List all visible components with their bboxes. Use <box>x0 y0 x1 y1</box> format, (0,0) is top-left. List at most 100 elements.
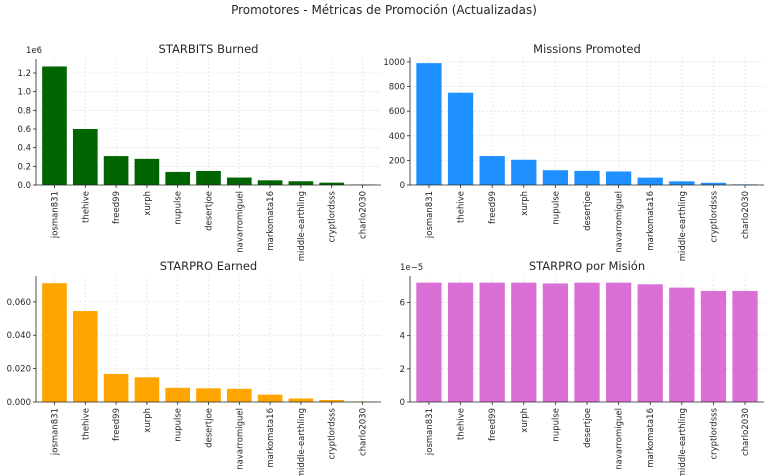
bar-nupulse <box>542 283 569 402</box>
x-tick-label: freed99 <box>488 408 498 441</box>
x-tick-label: xurph <box>520 191 530 216</box>
bar-josman831 <box>42 283 67 402</box>
bar-navarromiguel <box>226 177 252 185</box>
y-tick-label: 200 <box>389 156 405 166</box>
x-tick-label: josman831 <box>50 408 60 456</box>
bar-middle-earthling <box>288 398 314 402</box>
y-tick-label: 1.0 <box>17 88 31 98</box>
y-tick-label: 0.4 <box>17 144 31 154</box>
x-tick-label: cryptlordsss <box>709 190 719 242</box>
y-tick-label: 800 <box>389 83 405 93</box>
bar-desertjoe <box>574 170 600 185</box>
x-tick-label: xurph <box>520 408 530 433</box>
x-tick-label: middle-earthling <box>678 408 688 476</box>
bar-freed99 <box>103 156 129 185</box>
bar-cryptlordsss <box>700 290 727 402</box>
bar-middle-earthling <box>669 181 695 185</box>
y-tick-label: 0.6 <box>17 125 31 135</box>
panel-title: STARPRO Earned <box>160 259 257 273</box>
x-tick-label: thehive <box>457 191 467 223</box>
y-tick-label: 0.040 <box>7 331 31 341</box>
bar-nupulse <box>165 387 191 402</box>
x-tick-label: xurph <box>143 191 153 216</box>
y-tick-label: 0 <box>400 398 405 408</box>
x-tick-label: freed99 <box>112 408 122 441</box>
bar-thehive <box>447 282 474 402</box>
bar-navarromiguel <box>605 171 632 185</box>
y-tick-label: 0.000 <box>7 398 31 408</box>
bar-desertjoe <box>196 171 221 185</box>
y-tick-label: 0.2 <box>17 162 31 172</box>
chart-panel: STARPRO por Misión 0 2 4 6 josman831 thehive fr… <box>400 259 764 476</box>
x-tick-label: markomata16 <box>646 408 656 468</box>
panel-title: STARPRO por Misión <box>529 259 645 273</box>
bar-markomata16 <box>257 180 283 185</box>
bar-josman831 <box>416 63 442 185</box>
chart-panel: Missions Promoted 0 200 400 600 800 1000 josman… <box>383 42 764 261</box>
bar-middle-earthling <box>288 181 314 185</box>
x-tick-label: navarromiguel <box>615 191 625 253</box>
chart-panel: STARBITS Burned 0.0 0.2 0.4 0.6 0.8 1.0 1.2 josm… <box>17 42 381 261</box>
y-tick-label: 0.0 <box>17 181 31 191</box>
x-tick-label: nupulse <box>174 191 184 225</box>
bar-navarromiguel <box>226 388 252 402</box>
y-tick-label: 0.020 <box>7 365 31 375</box>
x-tick-label: cryptlordsss <box>328 190 338 242</box>
bar-josman831 <box>42 66 67 185</box>
x-tick-label: middle-earthling <box>678 191 688 261</box>
x-tick-label: desertjoe <box>205 408 215 448</box>
x-tick-label: cryptlordsss <box>709 407 719 459</box>
bar-desertjoe <box>196 388 221 402</box>
bar-josman831 <box>416 282 442 402</box>
x-tick-label: josman831 <box>425 191 435 239</box>
bar-markomata16 <box>257 394 283 402</box>
y-tick-label: 600 <box>389 107 405 117</box>
x-tick-label: charlo2030 <box>741 191 751 239</box>
bar-markomata16 <box>637 177 663 185</box>
x-tick-label: thehive <box>81 191 91 223</box>
x-tick-label: navarromiguel <box>235 191 245 253</box>
figure-title: Promotores - Métricas de Promoción (Actu… <box>231 3 537 17</box>
x-tick-label: charlo2030 <box>359 408 369 456</box>
bar-cryptlordsss <box>319 182 345 185</box>
x-tick-label: desertjoe <box>583 191 593 231</box>
bar-nupulse <box>542 170 569 185</box>
y-tick-label: 0 <box>400 181 405 191</box>
y-tick-label: 6 <box>400 299 405 309</box>
y-tick-label: 0.8 <box>17 106 31 116</box>
bar-xurph <box>511 282 537 402</box>
bar-desertjoe <box>574 282 600 402</box>
x-tick-label: freed99 <box>488 191 498 224</box>
bar-freed99 <box>479 156 505 185</box>
bar-thehive <box>72 129 98 185</box>
x-tick-label: josman831 <box>425 408 435 456</box>
bar-markomata16 <box>637 284 663 402</box>
bar-freed99 <box>103 373 129 402</box>
panel-title: Missions Promoted <box>533 42 641 56</box>
bar-charlo2030 <box>732 290 758 402</box>
bar-freed99 <box>479 282 505 402</box>
y-tick-label: 0.060 <box>7 298 31 308</box>
bar-thehive <box>447 92 474 185</box>
y-tick-label: 4 <box>400 332 405 342</box>
y-tick-label: 400 <box>389 132 405 142</box>
x-tick-label: thehive <box>457 408 467 440</box>
chart-panel: STARPRO Earned 0.000 0.020 0.040 0.060 josman… <box>7 259 381 476</box>
bar-thehive <box>72 311 98 402</box>
bar-xurph <box>134 158 160 185</box>
x-tick-label: nupulse <box>551 191 561 225</box>
axis-offset-label: 1e−5 <box>400 263 423 273</box>
axis-offset-label: 1e6 <box>26 46 42 56</box>
chart-panels: STARBITS Burned 0.0 0.2 0.4 0.6 0.8 1.0 1.2 josm… <box>7 42 764 476</box>
x-tick-label: cryptlordsss <box>328 407 338 459</box>
x-tick-label: desertjoe <box>205 191 215 231</box>
bar-cryptlordsss <box>319 399 345 402</box>
x-tick-label: freed99 <box>112 191 122 224</box>
x-tick-label: charlo2030 <box>359 191 369 239</box>
y-tick-label: 1.2 <box>17 69 31 79</box>
x-tick-label: markomata16 <box>266 191 276 251</box>
x-tick-label: josman831 <box>50 191 60 239</box>
x-tick-label: nupulse <box>174 408 184 442</box>
x-tick-label: nupulse <box>551 408 561 442</box>
